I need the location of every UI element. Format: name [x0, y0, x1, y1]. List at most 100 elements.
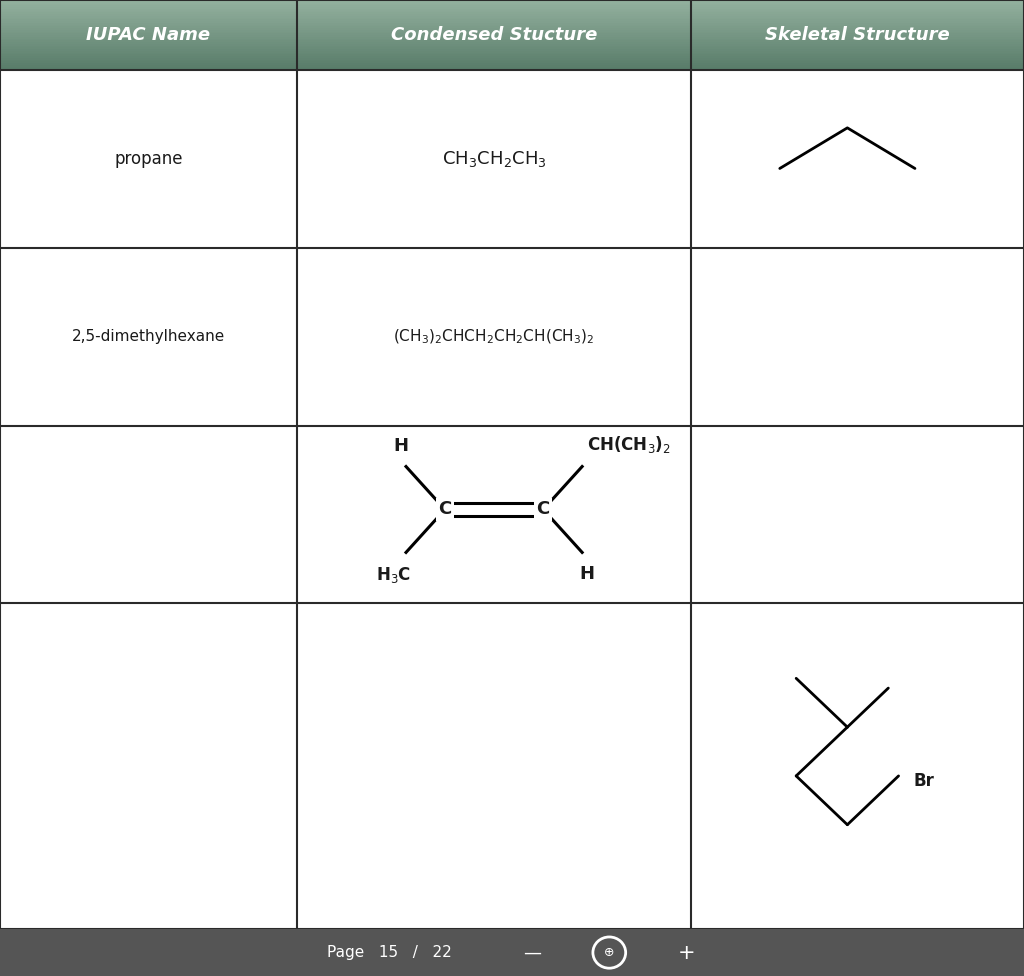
Bar	[691, 46, 1024, 48]
Bar	[0, 24, 297, 26]
Bar	[0, 30, 297, 31]
Bar	[691, 14, 1024, 16]
Bar	[691, 60, 1024, 61]
Bar	[691, 30, 1024, 31]
Text: C: C	[438, 501, 452, 518]
Bar	[297, 51, 691, 53]
Bar	[691, 16, 1024, 18]
Text: Page   15   /   22: Page 15 / 22	[327, 945, 452, 960]
Bar	[691, 5, 1024, 7]
Bar	[0, 20, 297, 21]
Text: CH(CH$_3$)$_2$: CH(CH$_3$)$_2$	[588, 433, 671, 455]
Text: H: H	[580, 565, 595, 583]
Bar	[0, 46, 297, 48]
Bar	[0, 13, 297, 14]
Bar	[297, 0, 691, 2]
Bar	[0, 68, 297, 70]
Bar	[297, 248, 691, 426]
Bar	[0, 51, 297, 53]
Bar	[691, 39, 1024, 40]
Bar	[297, 4, 691, 5]
Bar	[0, 603, 297, 929]
Bar	[691, 65, 1024, 66]
Bar	[297, 58, 691, 60]
Bar	[691, 13, 1024, 14]
Bar	[297, 16, 691, 18]
Bar	[297, 37, 691, 39]
Bar	[297, 33, 691, 35]
Bar	[0, 37, 297, 39]
Bar	[297, 22, 691, 24]
Bar	[297, 5, 691, 7]
Bar	[297, 9, 691, 11]
Bar	[0, 42, 297, 44]
Bar	[297, 426, 691, 603]
Bar	[691, 31, 1024, 33]
Bar	[691, 0, 1024, 2]
Bar	[0, 57, 297, 58]
Text: Br: Br	[914, 772, 935, 790]
Bar	[0, 248, 297, 426]
Bar	[0, 33, 297, 35]
Bar	[691, 58, 1024, 60]
Text: C: C	[537, 501, 550, 518]
Bar	[297, 35, 691, 37]
Bar	[0, 63, 297, 65]
Text: IUPAC Name: IUPAC Name	[86, 26, 211, 44]
Text: +: +	[677, 943, 695, 962]
Bar	[691, 28, 1024, 30]
Bar	[0, 4, 297, 5]
Bar	[0, 70, 297, 248]
Bar	[297, 39, 691, 40]
Bar	[0, 929, 1024, 976]
Bar	[0, 0, 297, 2]
Bar	[691, 37, 1024, 39]
Text: H: H	[393, 437, 409, 455]
Bar	[691, 57, 1024, 58]
Bar	[691, 9, 1024, 11]
Bar	[0, 22, 297, 24]
Bar	[691, 55, 1024, 57]
Bar	[297, 24, 691, 26]
Bar	[691, 44, 1024, 46]
Bar	[297, 2, 691, 4]
Bar	[297, 48, 691, 49]
Bar	[297, 49, 691, 51]
Bar	[297, 65, 691, 66]
Bar	[297, 13, 691, 14]
Bar	[691, 51, 1024, 53]
Bar	[0, 16, 297, 18]
Bar	[691, 18, 1024, 20]
Bar	[691, 70, 1024, 248]
Bar	[297, 57, 691, 58]
Bar	[691, 20, 1024, 21]
Text: Skeletal Structure: Skeletal Structure	[765, 26, 950, 44]
Bar	[691, 53, 1024, 55]
Bar	[0, 5, 297, 7]
Text: propane: propane	[115, 150, 182, 168]
Bar	[297, 66, 691, 68]
Bar	[691, 11, 1024, 13]
Bar	[691, 21, 1024, 22]
Bar	[0, 426, 297, 603]
Bar	[297, 63, 691, 65]
Bar	[297, 20, 691, 21]
Bar	[0, 39, 297, 40]
Bar	[297, 31, 691, 33]
Bar	[691, 426, 1024, 603]
Bar	[297, 68, 691, 70]
Bar	[0, 21, 297, 22]
Bar	[0, 58, 297, 60]
Bar	[297, 53, 691, 55]
Bar	[0, 66, 297, 68]
Bar	[0, 35, 297, 37]
Bar	[691, 33, 1024, 35]
Bar	[0, 65, 297, 66]
Bar	[297, 18, 691, 20]
Bar	[691, 40, 1024, 42]
Bar	[691, 35, 1024, 37]
Bar	[691, 48, 1024, 49]
Bar	[691, 248, 1024, 426]
Text: —: —	[523, 944, 542, 961]
Bar	[0, 55, 297, 57]
